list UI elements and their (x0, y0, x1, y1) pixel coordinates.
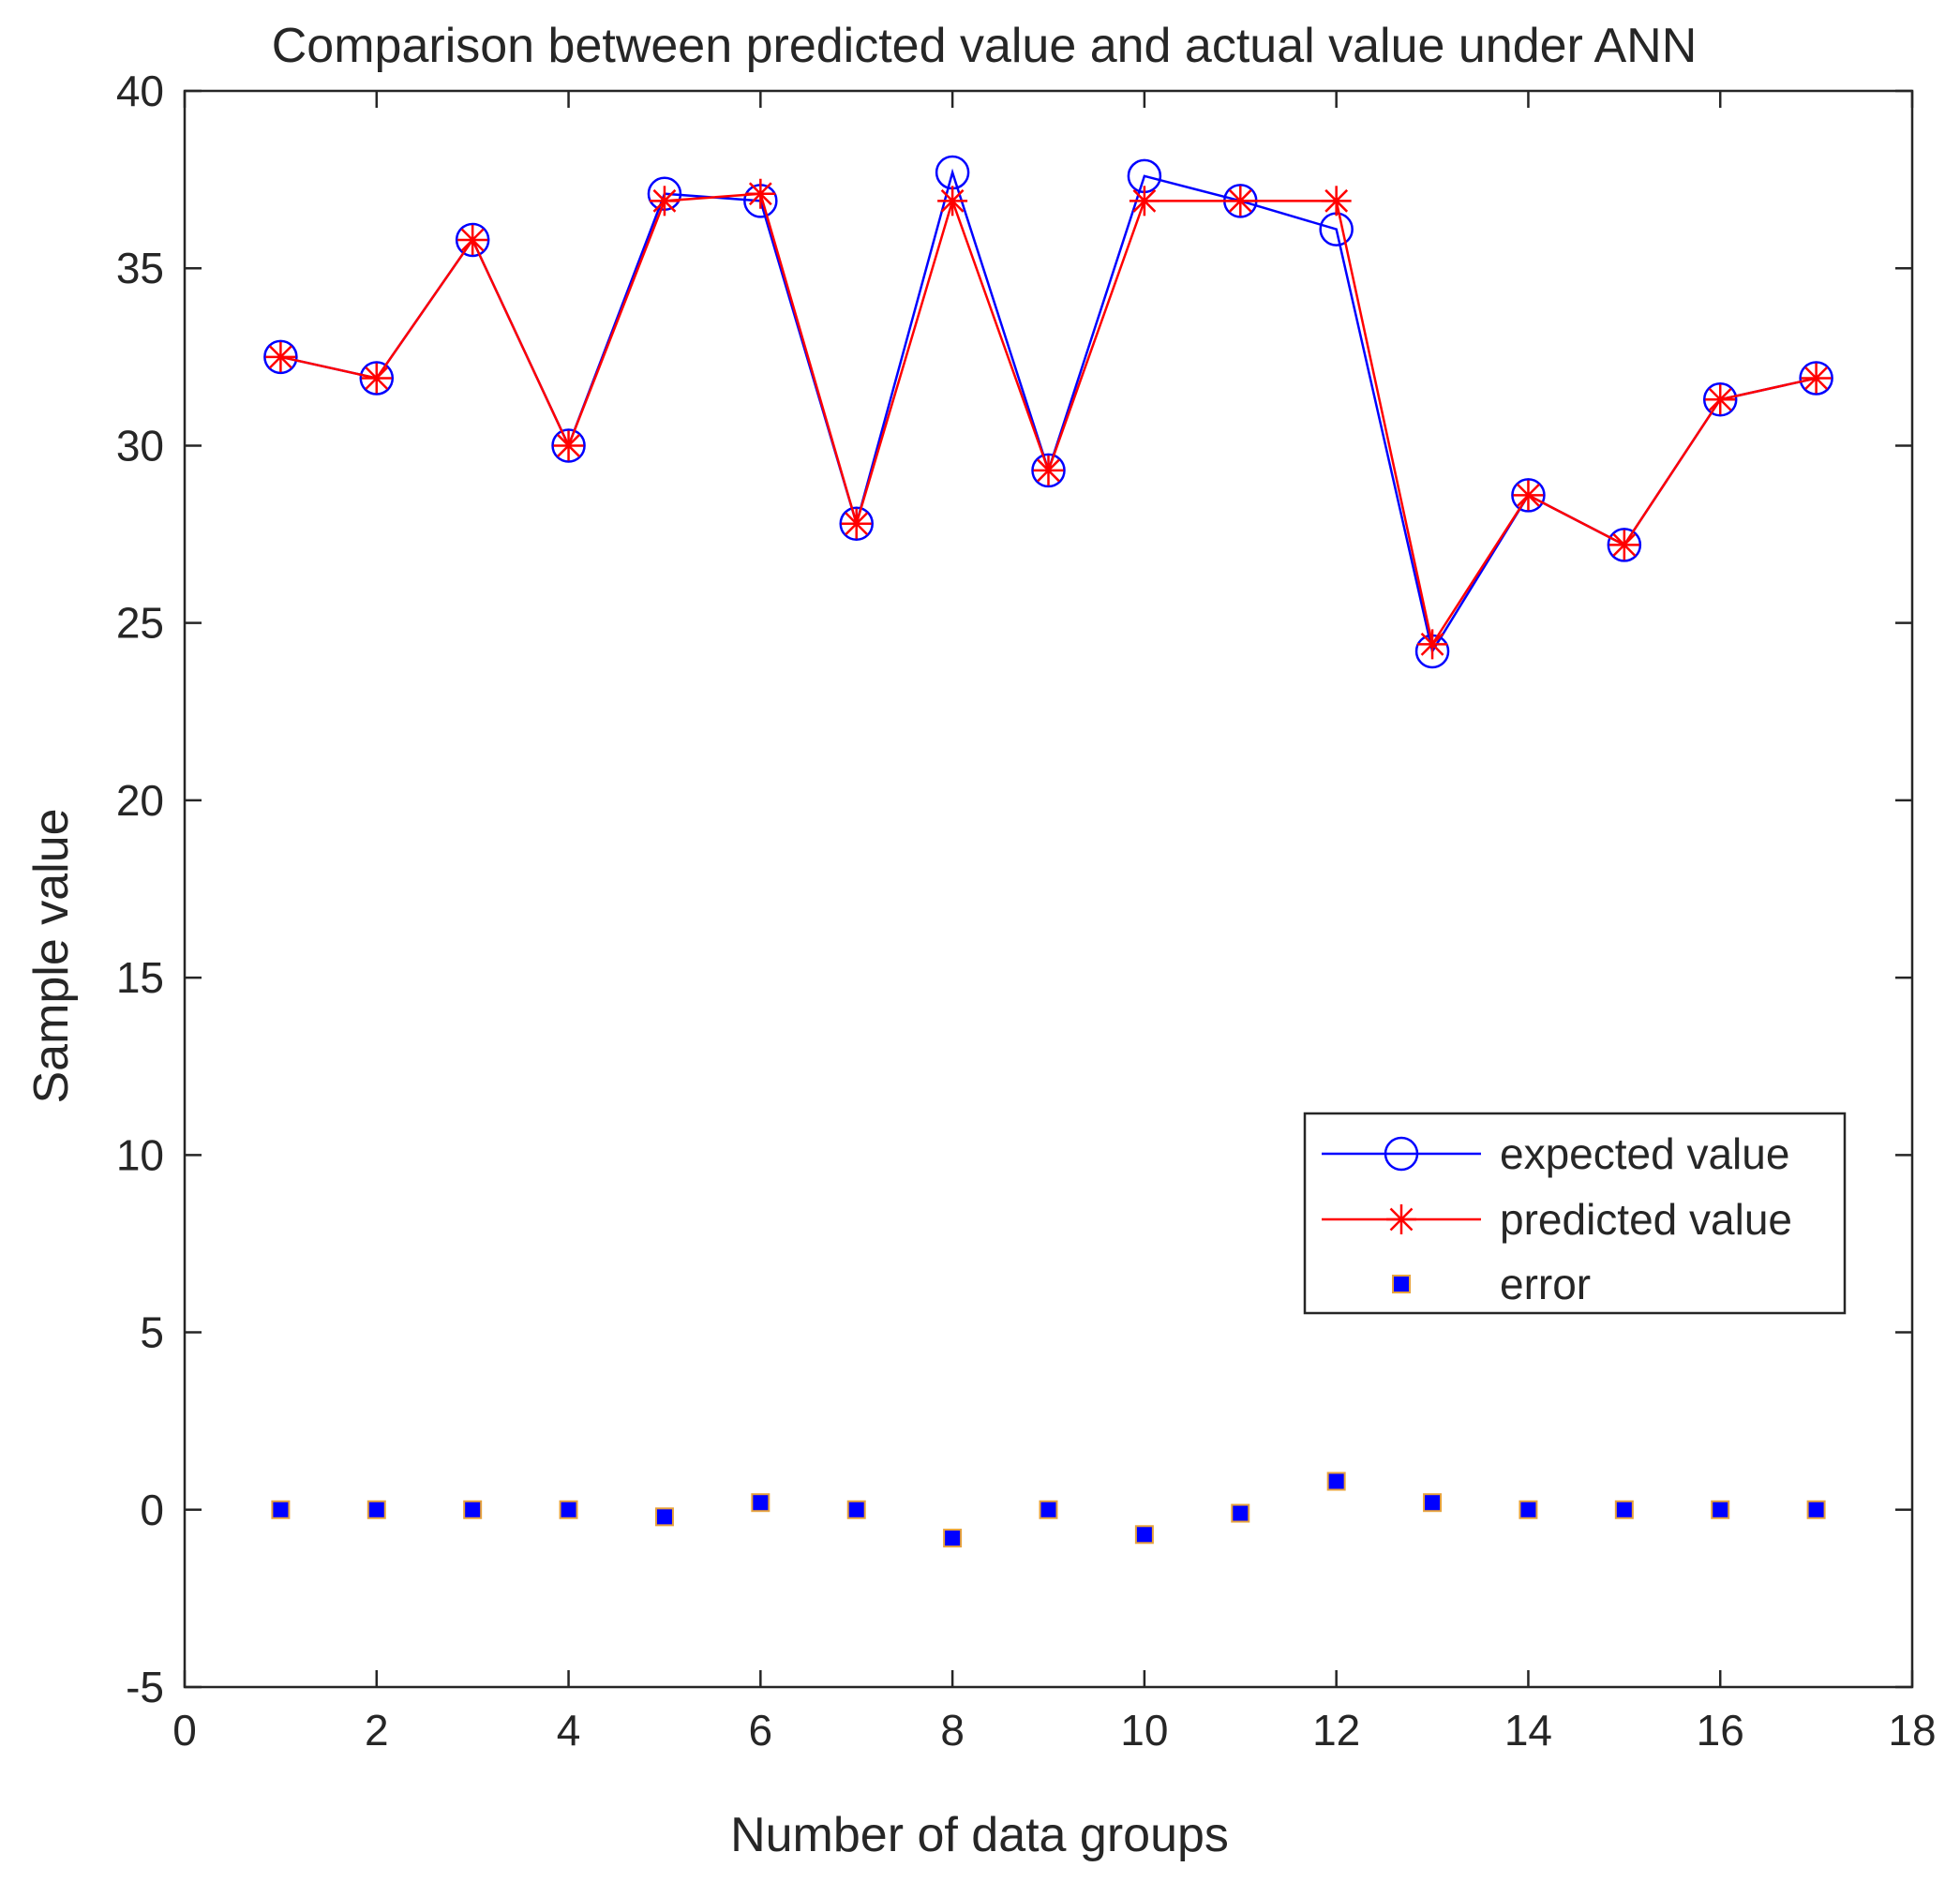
data-point-square (654, 1507, 674, 1527)
x-axis-title: Number of data groups (730, 1808, 1229, 1862)
data-point-square (1326, 1471, 1346, 1491)
data-point-circle (1031, 453, 1066, 488)
data-point-square (367, 1500, 386, 1519)
data-point-star (649, 186, 680, 217)
legend-label: predicted value (1500, 1195, 1792, 1244)
y-tick-label: 5 (140, 1308, 164, 1357)
data-point-star (1417, 629, 1448, 660)
data-point-circle (263, 339, 298, 375)
series-error (271, 1471, 1826, 1548)
y-axis-title: Sample value (24, 808, 79, 1103)
legend-label: expected value (1500, 1129, 1789, 1178)
x-tick-label: 8 (940, 1706, 965, 1755)
x-tick-label: 18 (1888, 1706, 1936, 1755)
data-point-circle (1607, 528, 1642, 562)
data-point-star (937, 186, 968, 217)
data-point-star (457, 224, 488, 255)
data-point-square (1039, 1500, 1058, 1519)
y-tick-label: 10 (116, 1130, 164, 1179)
data-point-square (1519, 1500, 1538, 1519)
y-tick-label: 0 (140, 1486, 164, 1534)
data-point-square (1711, 1500, 1730, 1519)
x-tick-label: 10 (1120, 1706, 1168, 1755)
x-tick-label: 4 (557, 1706, 581, 1755)
x-tick-label: 12 (1312, 1706, 1360, 1755)
legend-marker-circle (1384, 1136, 1419, 1172)
data-point-star (1225, 186, 1256, 217)
series-predicted-value (265, 178, 1832, 660)
y-tick-label: 35 (116, 244, 164, 292)
data-point-circle (1511, 478, 1546, 513)
data-point-star (1608, 530, 1639, 560)
y-tick-label: -5 (126, 1663, 164, 1711)
legend-marker-square (1392, 1275, 1411, 1293)
data-point-star (361, 363, 392, 394)
chart-title: Comparison between predicted value and a… (272, 19, 1698, 73)
data-point-circle (1702, 381, 1738, 417)
data-point-square (1614, 1500, 1634, 1519)
data-point-square (463, 1500, 483, 1519)
legend-entries: expected value predicted value error (1322, 1129, 1792, 1308)
data-point-circle (1799, 361, 1833, 396)
data-point-star (745, 178, 776, 209)
data-point-star (1321, 186, 1352, 217)
data-point-star (265, 341, 296, 372)
legend: expected value predicted value error (1303, 1112, 1847, 1315)
data-point-star (553, 430, 584, 461)
data-point-square (271, 1500, 291, 1519)
data-point-square (846, 1500, 866, 1519)
data-point-circle (551, 428, 586, 463)
x-tick-label: 6 (749, 1706, 773, 1755)
y-tick-label: 30 (116, 421, 164, 470)
data-point-star (841, 508, 872, 539)
data-point-square (1134, 1525, 1154, 1545)
legend-marker-star (1386, 1204, 1416, 1234)
x-tick-label: 0 (172, 1706, 197, 1755)
data-point-square (1231, 1503, 1250, 1523)
axes-box (183, 89, 1914, 1689)
data-point-star (1513, 480, 1544, 511)
y-tick-label: 15 (116, 953, 164, 1002)
y-tick-label: 25 (116, 599, 164, 648)
data-point-star (1705, 384, 1736, 415)
legend-entry: error (1392, 1260, 1591, 1308)
legend-entry: expected value (1322, 1129, 1789, 1178)
data-point-circle (839, 506, 874, 541)
data-point-square (751, 1493, 771, 1513)
x-tick-label: 2 (365, 1706, 389, 1755)
data-point-star (1033, 455, 1064, 485)
data-point-star (1129, 186, 1160, 217)
data-point-square (1806, 1500, 1826, 1519)
legend-label: error (1500, 1260, 1591, 1308)
y-tick-label: 20 (116, 776, 164, 825)
x-tick-label: 14 (1504, 1706, 1552, 1755)
x-tick-label: 16 (1697, 1706, 1744, 1755)
data-point-square (1423, 1493, 1443, 1513)
data-point-square (559, 1500, 578, 1519)
data-point-star (1801, 363, 1832, 394)
data-point-circle (455, 222, 490, 258)
y-tick-label: 40 (116, 67, 164, 115)
data-point-circle (359, 361, 395, 396)
data-point-square (943, 1529, 963, 1548)
legend-entry: predicted value (1322, 1195, 1792, 1244)
